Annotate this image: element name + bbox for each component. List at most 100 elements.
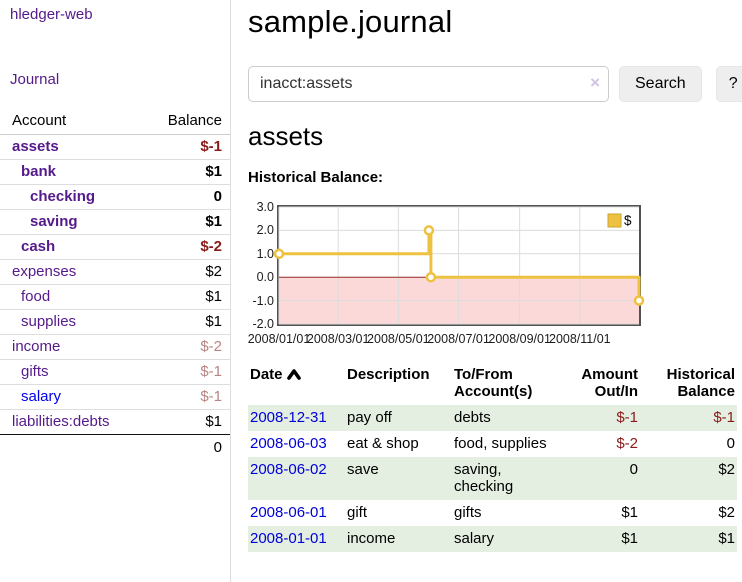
transaction-description: pay off — [347, 409, 392, 426]
x-axis-tick-label: 2008/07/01 — [427, 332, 490, 346]
balance-chart-svg: $ — [273, 206, 645, 325]
account-balance: $1 — [205, 213, 222, 230]
search-box: × — [248, 66, 609, 102]
y-axis-tick-label: 2.0 — [256, 223, 274, 238]
register-row: 2008-06-01 gift gifts $1 $2 — [248, 500, 737, 526]
accounts-list: assets $-1 bank $1 checking 0 saving $1 cash $-2 e… — [0, 135, 230, 434]
register-header-row: Date Description To/From Account(s) Amou… — [248, 362, 737, 405]
account-link[interactable]: gifts — [21, 363, 49, 380]
register-row: 2008-01-01 income salary $1 $1 — [248, 526, 737, 552]
account-balance: $-1 — [200, 138, 222, 155]
transaction-date-link[interactable]: 2008-06-02 — [250, 461, 327, 478]
x-axis-tick-label: 2008/05/01 — [367, 332, 430, 346]
account-balance: $2 — [205, 263, 222, 280]
amount-header: Amount Out/In — [581, 366, 638, 400]
account-link[interactable]: liabilities:debts — [12, 413, 110, 430]
account-link[interactable]: expenses — [12, 263, 77, 280]
app-title-link[interactable]: hledger-web — [10, 6, 93, 23]
account-balance: $1 — [205, 413, 222, 430]
date-header[interactable]: Date — [248, 362, 345, 405]
y-axis-tick-label: 3.0 — [256, 200, 274, 214]
transaction-date-link[interactable]: 2008-06-03 — [250, 435, 327, 452]
transaction-accounts: salary — [454, 530, 495, 547]
search-input[interactable] — [248, 66, 609, 102]
help-button[interactable]: ? — [715, 66, 742, 102]
transaction-accounts: debts — [454, 409, 491, 426]
account-balance: $-2 — [200, 338, 222, 355]
historical-balance-chart: $ 3.0 2.0 1.0 0.0 -1.0 -2.0 2008/01/01 2008/03/… — [247, 200, 718, 347]
transaction-date-link[interactable]: 2008-01-01 — [250, 530, 327, 547]
x-axis-tick-label: 2008/09/01 — [488, 332, 551, 346]
account-link[interactable]: checking — [30, 188, 96, 205]
account-link[interactable]: assets — [12, 138, 59, 155]
register-row: 2008-06-03 eat & shop food, supplies $-2 0 — [248, 431, 737, 457]
transaction-balance: $2 — [718, 504, 735, 521]
x-axis-tick-label: 2008/03/01 — [306, 332, 370, 346]
account-link[interactable]: bank — [21, 163, 57, 180]
transaction-accounts: saving, checking — [454, 461, 514, 495]
y-axis-tick-label: 0.0 — [256, 270, 274, 285]
clear-search-icon[interactable]: × — [590, 73, 600, 92]
register-table: Date Description To/From Account(s) Amou… — [248, 362, 737, 552]
sidebar: hledger-web Journal Account Balance asse… — [0, 0, 231, 582]
search-form: × Search ? — [248, 66, 742, 102]
balance-header: Historical Balance — [666, 366, 735, 400]
transaction-balance: $1 — [718, 530, 735, 547]
transaction-accounts: gifts — [454, 504, 482, 521]
balance-column-header: Balance — [167, 112, 222, 129]
sidebar-account-row: food $1 — [0, 285, 230, 310]
transaction-balance: $-1 — [713, 409, 735, 426]
account-link[interactable]: cash — [21, 238, 56, 255]
sidebar-account-row: bank $1 — [0, 160, 230, 185]
total-balance: 0 — [213, 439, 222, 456]
transaction-date-link[interactable]: 2008-12-31 — [250, 409, 327, 426]
description-header: Description — [347, 366, 430, 383]
accounts-total-row: 0 — [0, 434, 230, 456]
chart-plot-area[interactable]: $ — [273, 205, 645, 326]
account-balance: $-1 — [200, 363, 222, 380]
account-balance: 0 — [213, 188, 222, 205]
transaction-amount: $1 — [621, 504, 638, 521]
svg-text:$: $ — [624, 213, 632, 228]
account-link[interactable]: income — [12, 338, 61, 355]
account-link[interactable]: saving — [30, 213, 78, 230]
x-axis-tick-label: 2008/01/01 — [247, 332, 311, 346]
sort-ascending-icon — [286, 369, 301, 380]
transaction-amount: $-2 — [616, 435, 638, 452]
transaction-description: income — [347, 530, 396, 547]
transaction-description: eat & shop — [347, 435, 419, 452]
transaction-date-link[interactable]: 2008-06-01 — [250, 504, 327, 521]
sidebar-account-row: expenses $2 — [0, 260, 230, 285]
sidebar-account-row: cash $-2 — [0, 235, 230, 260]
account-balance: $1 — [205, 163, 222, 180]
transaction-balance: $2 — [718, 461, 735, 478]
account-link[interactable]: supplies — [21, 313, 77, 330]
account-link[interactable]: food — [21, 288, 51, 305]
y-axis-tick-label: 1.0 — [256, 246, 274, 261]
nav-journal-link[interactable]: Journal — [10, 71, 60, 88]
account-heading: assets — [248, 121, 324, 151]
y-axis-tick-label: -2.0 — [252, 317, 274, 331]
sidebar-account-row: income $-2 — [0, 335, 230, 360]
transaction-description: save — [347, 461, 379, 478]
sidebar-account-row: salary $-1 — [0, 385, 230, 410]
accounts-header: To/From Account(s) — [454, 366, 533, 400]
sidebar-account-row: checking 0 — [0, 185, 230, 210]
register-row: 2008-12-31 pay off debts $-1 $-1 — [248, 405, 737, 431]
account-balance: $-1 — [200, 388, 222, 405]
main-content: sample.journal × Search ? assets Histori… — [231, 0, 742, 582]
transaction-description: gift — [347, 504, 368, 521]
account-balance: $-2 — [200, 238, 222, 255]
sidebar-account-row: liabilities:debts $1 — [0, 410, 230, 434]
account-column-header: Account — [12, 112, 67, 129]
sidebar-account-row: supplies $1 — [0, 310, 230, 335]
accounts-table-header: Account Balance — [0, 109, 230, 135]
account-balance: $1 — [205, 288, 222, 305]
sidebar-account-row: gifts $-1 — [0, 360, 230, 385]
account-link[interactable]: salary — [21, 388, 62, 405]
search-button[interactable]: Search — [619, 66, 702, 102]
y-axis-tick-label: -1.0 — [252, 293, 274, 308]
chart-title: Historical Balance: — [248, 169, 384, 186]
transaction-accounts: food, supplies — [454, 435, 547, 452]
